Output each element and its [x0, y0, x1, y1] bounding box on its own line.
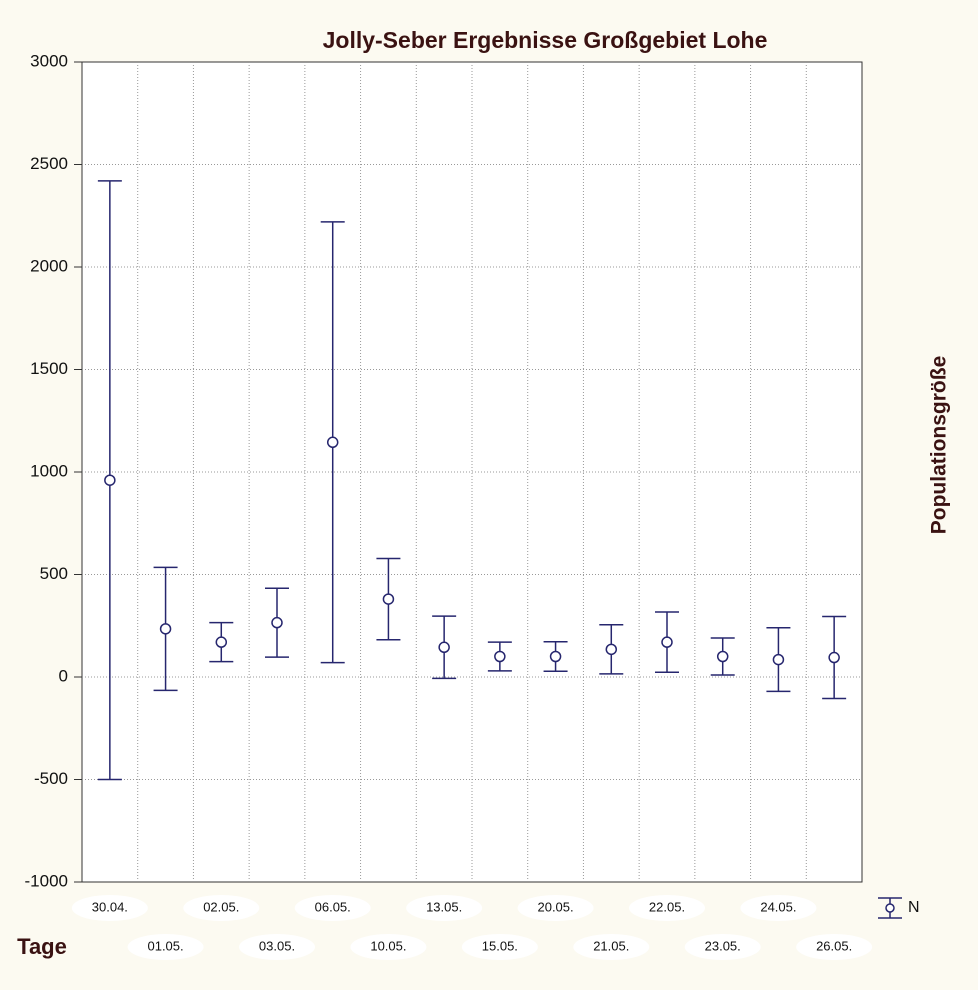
y-tick-label: 1500: [30, 359, 68, 378]
x-tick-label: 24.05.: [760, 899, 796, 914]
y-tick-label: 3000: [30, 51, 68, 70]
point: [104, 474, 116, 486]
y-tick-label: -500: [34, 769, 68, 788]
x-tick-label: 03.05.: [259, 938, 295, 953]
x-tick-label: 13.05.: [426, 899, 462, 914]
label-backdrop: [127, 934, 204, 960]
label-backdrop: [406, 895, 483, 921]
point: [549, 650, 562, 663]
legend-symbol: [885, 903, 895, 913]
point: [605, 643, 618, 656]
point: [828, 651, 840, 664]
point: [661, 636, 673, 648]
point: [716, 650, 729, 663]
y-tick-label: 2000: [30, 256, 68, 275]
label-backdrop: [573, 934, 650, 960]
point: [326, 436, 339, 449]
label-backdrop: [294, 895, 371, 921]
label-backdrop: [684, 934, 761, 960]
point: [382, 593, 395, 605]
x-tick-label: 02.05.: [203, 899, 239, 914]
x-tick-label: 23.05.: [705, 938, 741, 953]
x-tick-label: 21.05.: [593, 938, 629, 953]
x-tick-label: 26.05.: [816, 938, 852, 953]
point: [772, 653, 785, 666]
label-backdrop: [350, 934, 427, 960]
label-backdrop: [461, 934, 538, 960]
y-tick-label: -1000: [25, 871, 68, 890]
label-backdrop: [183, 895, 260, 921]
x-tick-label: 01.05.: [147, 938, 183, 953]
legend-label: N: [908, 899, 920, 916]
x-tick-label: 06.05.: [315, 899, 351, 914]
label-backdrop: [629, 895, 705, 921]
x-tick-label: 30.04.: [92, 899, 128, 914]
y-tick-label: 1000: [30, 461, 68, 480]
x-tick-label: 15.05.: [482, 938, 518, 953]
y-tick-label: 2500: [30, 154, 68, 173]
y-tick-label: 0: [59, 666, 68, 685]
label-backdrop: [71, 895, 148, 921]
chart-title: Jolly-Seber Ergebnisse Großgebiet Lohe: [323, 27, 768, 53]
y-tick-label: 500: [40, 564, 68, 583]
point: [159, 623, 172, 635]
point: [438, 641, 450, 654]
label-backdrop: [239, 934, 315, 960]
label-backdrop: [796, 934, 873, 960]
point: [494, 650, 506, 663]
x-axis-label: Tage: [17, 934, 67, 959]
label-backdrop: [517, 895, 594, 921]
x-tick-label: 22.05.: [649, 899, 685, 914]
y-axis-label: Populationsgröße: [928, 356, 951, 535]
label-backdrop: [740, 895, 817, 921]
x-tick-label: 20.05.: [537, 899, 573, 914]
point: [215, 636, 228, 648]
point: [271, 616, 283, 629]
x-tick-label: 10.05.: [370, 938, 406, 953]
